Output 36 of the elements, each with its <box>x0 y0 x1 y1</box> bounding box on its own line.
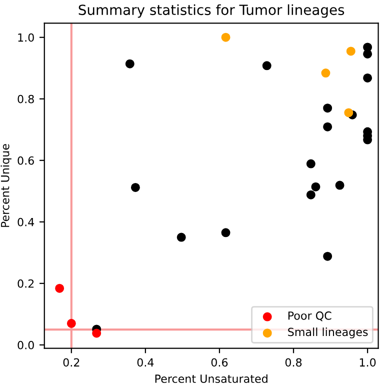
y-tick-label: 0.8 <box>18 94 34 104</box>
point <box>125 59 134 68</box>
point <box>92 328 102 338</box>
point <box>306 190 316 200</box>
y-axis-title: Percent Unique <box>0 144 12 227</box>
x-axis-title: Percent Unsaturated <box>155 374 268 383</box>
y-tick-label: 0.6 <box>18 156 34 165</box>
point <box>323 104 332 113</box>
point <box>130 182 140 192</box>
x-tick-label: 0.6 <box>211 358 228 367</box>
x-tick-label: 1.0 <box>360 358 376 367</box>
point <box>321 68 330 78</box>
point <box>55 284 64 293</box>
x-tick-label: 0.8 <box>285 358 302 367</box>
y-tick-label: 1.0 <box>18 33 34 42</box>
y-tick-label: 0.2 <box>18 279 34 288</box>
y-tick-label: 0.4 <box>18 218 34 226</box>
x-tick-label: 0.2 <box>63 358 80 367</box>
point <box>344 108 354 118</box>
x-tick-label: 0.4 <box>137 358 154 367</box>
legend-label: Small lineages <box>288 328 368 338</box>
point <box>323 122 332 132</box>
legend-label: Poor QC <box>288 311 332 322</box>
point <box>311 182 320 192</box>
point <box>363 73 372 82</box>
point <box>346 46 356 56</box>
point <box>221 32 230 42</box>
point <box>323 252 332 261</box>
point <box>335 180 344 190</box>
point <box>176 232 186 242</box>
chart-title: Summary statistics for Tumor lineages <box>78 4 344 18</box>
point <box>262 61 272 70</box>
point <box>221 228 230 238</box>
y-tick-label: 0.0 <box>18 340 34 350</box>
point <box>66 318 76 328</box>
point <box>306 159 316 168</box>
